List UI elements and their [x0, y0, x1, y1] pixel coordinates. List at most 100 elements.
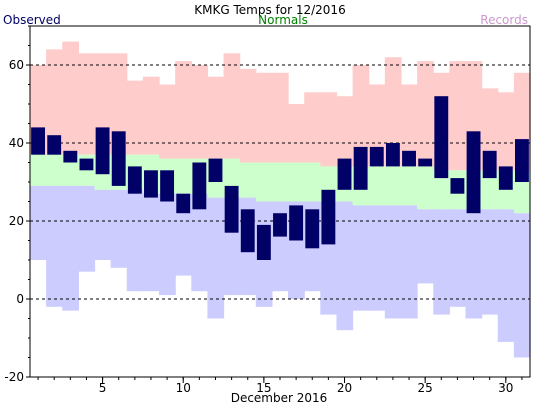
- record-low-band: [497, 209, 515, 342]
- record-high-band: [384, 57, 402, 167]
- record-high-band: [320, 92, 338, 167]
- y-tick-label: 60: [9, 58, 24, 72]
- observed-temp-bar: [63, 150, 78, 163]
- normal-range-band: [417, 166, 434, 210]
- normal-range-band: [433, 170, 450, 210]
- observed-temp-bar: [79, 158, 94, 171]
- legend-normals: Normals: [258, 13, 308, 27]
- observed-temp-bar: [111, 131, 126, 186]
- observed-temp-bar: [31, 127, 45, 155]
- observed-temp-bar: [321, 189, 336, 245]
- normal-range-band: [175, 158, 192, 194]
- record-high-band: [78, 53, 96, 155]
- normal-range-band: [368, 166, 386, 206]
- record-low-band: [62, 185, 79, 311]
- normal-range-band: [30, 154, 47, 186]
- record-high-band: [255, 72, 273, 163]
- x-tick-label: 25: [418, 381, 433, 395]
- record-high-band: [400, 84, 418, 167]
- record-high-band: [62, 41, 79, 155]
- observed-temp-bar: [353, 146, 368, 190]
- record-low-band: [191, 193, 209, 292]
- record-high-band: [126, 80, 144, 155]
- record-high-band: [336, 96, 354, 167]
- observed-temp-bar: [515, 139, 529, 182]
- observed-temp-bar: [434, 96, 449, 179]
- record-low-band: [110, 189, 128, 268]
- legend-observed: Observed: [3, 13, 61, 27]
- record-high-band: [239, 68, 257, 163]
- normal-range-band: [304, 162, 321, 202]
- record-high-band: [142, 76, 160, 155]
- observed-temp-bar: [289, 205, 304, 241]
- normal-range-band: [46, 154, 63, 186]
- y-tick-label: -20: [4, 370, 24, 384]
- record-high-band: [207, 76, 225, 159]
- record-low-band: [78, 185, 96, 272]
- record-high-band: [288, 104, 305, 163]
- record-high-band: [223, 53, 241, 159]
- legend-records: Records: [480, 13, 528, 27]
- observed-temp-bar: [418, 158, 433, 167]
- normal-range-band: [400, 166, 418, 206]
- record-low-band: [449, 209, 467, 307]
- observed-temp-bar: [482, 150, 497, 179]
- record-high-band: [417, 61, 434, 167]
- record-high-band: [191, 65, 209, 159]
- record-low-band: [175, 193, 192, 276]
- record-high-band: [352, 65, 370, 167]
- record-low-band: [46, 185, 63, 307]
- record-low-band: [207, 197, 225, 319]
- record-low-band: [30, 185, 47, 260]
- record-low-band: [513, 213, 531, 358]
- chart-title: KMKG Temps for 12/2016: [194, 3, 345, 17]
- plot-area: -20 0 20 40 60 5 10 15 20 25 30: [4, 25, 531, 395]
- observed-temp-bar: [144, 170, 158, 198]
- record-low-band: [159, 193, 176, 296]
- record-low-band: [94, 189, 112, 260]
- observed-temp-bar: [47, 135, 62, 155]
- y-tick-label: 40: [9, 136, 24, 150]
- record-high-band: [175, 61, 192, 159]
- record-low-band: [126, 189, 144, 292]
- observed-temp-bar: [240, 209, 255, 253]
- record-high-band: [159, 84, 176, 159]
- x-axis-label: December 2016: [231, 391, 328, 405]
- observed-temp-bar: [273, 213, 287, 237]
- observed-temp-bar: [176, 193, 191, 214]
- record-low-band: [481, 209, 499, 315]
- observed-temp-bar: [208, 158, 223, 182]
- observed-temp-bar: [224, 185, 239, 233]
- record-low-band: [400, 205, 418, 319]
- observed-temp-bar: [466, 131, 481, 214]
- x-tick-label: 5: [99, 381, 107, 395]
- record-low-band: [368, 205, 386, 311]
- record-low-band: [352, 205, 370, 311]
- x-tick-label: 10: [176, 381, 191, 395]
- record-high-band: [481, 88, 499, 171]
- record-low-band: [433, 209, 450, 315]
- record-low-band: [417, 209, 434, 284]
- record-high-band: [304, 92, 321, 163]
- observed-temp-bar: [385, 143, 400, 167]
- normal-range-band: [239, 162, 257, 198]
- observed-temp-bar: [450, 178, 465, 194]
- x-tick-label: 30: [498, 381, 513, 395]
- observed-temp-bar: [369, 146, 384, 167]
- record-low-band: [336, 201, 354, 331]
- x-tick-label: 15: [256, 381, 271, 395]
- record-low-band: [465, 209, 483, 319]
- normal-range-band: [288, 162, 305, 202]
- observed-temp-bar: [192, 162, 207, 210]
- record-high-band: [46, 49, 63, 155]
- observed-temp-bar: [305, 209, 320, 249]
- observed-temp-bar: [402, 150, 416, 167]
- record-high-band: [110, 53, 128, 155]
- y-tick-label: 0: [16, 292, 24, 306]
- record-high-band: [497, 92, 515, 171]
- observed-temp-bar: [498, 166, 513, 190]
- x-tick-label: 20: [337, 381, 352, 395]
- record-high-band: [449, 61, 467, 171]
- y-tick-label: 20: [9, 214, 24, 228]
